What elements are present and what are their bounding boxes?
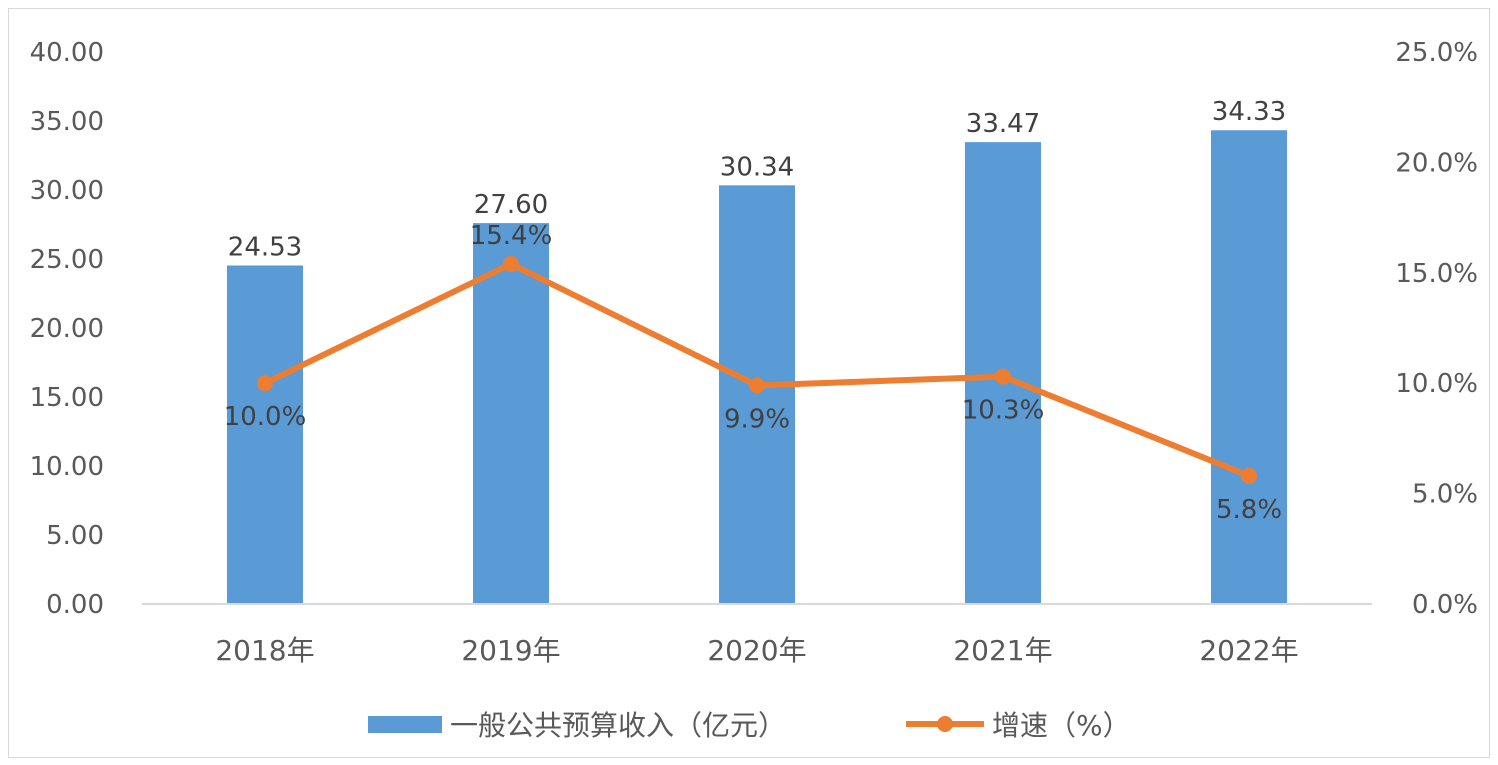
x-category-label: 2020年: [707, 634, 806, 667]
legend-bar-swatch: [368, 716, 442, 733]
y-left-tick-label: 25.00: [30, 245, 104, 275]
legend-bar-label: 一般公共预算收入（亿元）: [450, 709, 786, 742]
y-right-tick-label: 25.0%: [1395, 38, 1478, 68]
bar: [719, 185, 795, 605]
y-right-tick-label: 10.0%: [1395, 369, 1478, 399]
y-left-tick-label: 20.00: [30, 314, 104, 344]
bar-value-label: 33.47: [966, 109, 1040, 139]
bar: [473, 223, 549, 604]
growth-point: [1241, 467, 1257, 484]
y-left-tick-label: 10.00: [30, 452, 104, 482]
growth-point: [749, 377, 765, 394]
growth-point: [503, 255, 519, 272]
y-right-tick-label: 20.0%: [1395, 148, 1478, 178]
y-left-tick-label: 5.00: [46, 521, 104, 551]
bar-value-label: 27.60: [474, 190, 548, 220]
growth-value-label: 10.0%: [224, 402, 307, 432]
growth-value-label: 5.8%: [1216, 495, 1282, 525]
y-right-tick-label: 5.0%: [1412, 480, 1478, 510]
x-category-label: 2019年: [461, 634, 560, 667]
growth-value-label: 10.3%: [962, 396, 1045, 426]
y-left-tick-label: 35.00: [30, 107, 104, 137]
x-category-label: 2021年: [953, 634, 1052, 667]
growth-point: [257, 375, 273, 392]
bar-value-label: 34.33: [1212, 97, 1286, 127]
growth-value-label: 9.9%: [724, 404, 790, 434]
y-right-tick-label: 0.0%: [1412, 590, 1478, 620]
legend-line-marker: [937, 716, 953, 732]
bar-value-label: 24.53: [228, 232, 302, 262]
y-left-tick-label: 0.00: [46, 590, 104, 620]
x-category-label: 2018年: [215, 634, 314, 667]
growth-point: [995, 368, 1011, 385]
bar: [1211, 130, 1287, 604]
y-right-tick-label: 15.0%: [1395, 259, 1478, 289]
growth-value-label: 15.4%: [470, 221, 553, 251]
y-left-tick-label: 30.00: [30, 176, 104, 206]
y-left-tick-label: 15.00: [30, 383, 104, 413]
y-left-tick-label: 40.00: [30, 38, 104, 68]
bar: [227, 265, 303, 604]
x-category-label: 2022年: [1199, 634, 1298, 667]
legend-line-label: 增速（%）: [992, 709, 1131, 742]
bar-value-label: 30.34: [720, 152, 794, 182]
